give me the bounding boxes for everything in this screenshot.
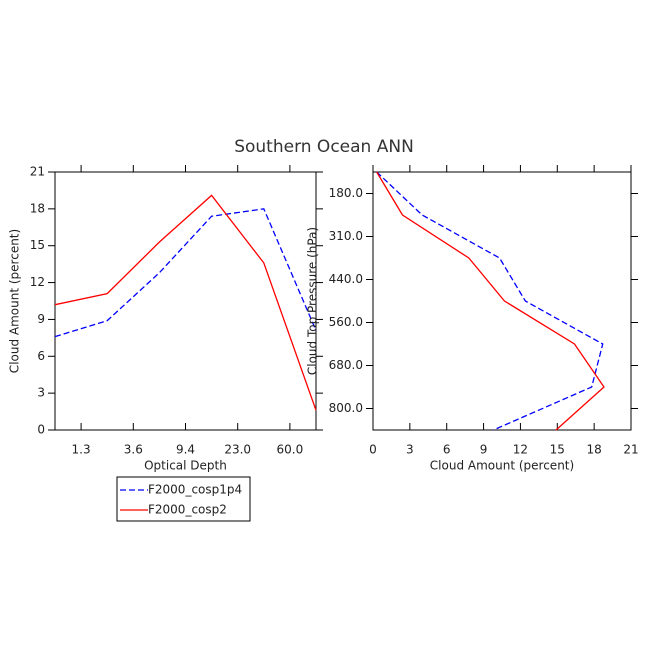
x-tick-label: 6	[443, 443, 451, 457]
figure-title: Southern Ocean ANN	[234, 137, 414, 157]
x-tick-label: 21	[623, 443, 638, 457]
y-tick-label: 15	[30, 238, 45, 252]
legend-label: F2000_cosp2	[148, 503, 227, 517]
y-tick-label: 680.0	[329, 358, 363, 372]
series-line	[54, 194, 317, 411]
x-tick-label: 9	[480, 443, 488, 457]
y-axis-label: Cloud Amount (percent)	[8, 229, 22, 373]
y-tick-label: 800.0	[329, 401, 363, 415]
y-tick-label: 560.0	[329, 315, 363, 329]
plot-frame	[372, 171, 632, 431]
x-tick-label: 12	[513, 443, 528, 457]
series-line	[376, 171, 604, 431]
x-tick-label: 3	[406, 443, 414, 457]
y-tick-label: 12	[30, 275, 45, 289]
x-tick-label: 60.0	[277, 443, 304, 457]
x-tick-label: 15	[550, 443, 565, 457]
x-tick-label: 18	[587, 443, 602, 457]
y-tick-label: 21	[30, 165, 45, 179]
x-tick-label: 9.4	[176, 443, 195, 457]
y-tick-label: 310.0	[329, 229, 363, 243]
legend-label: F2000_cosp1p4	[148, 483, 242, 497]
y-tick-label: 6	[37, 349, 45, 363]
x-axis-label: Optical Depth	[144, 459, 227, 473]
y-tick-label: 18	[30, 201, 45, 215]
x-tick-label: 1.3	[72, 443, 91, 457]
y-tick-label: 0	[37, 423, 45, 437]
y-tick-label: 3	[37, 386, 45, 400]
x-axis-label: Cloud Amount (percent)	[430, 459, 574, 473]
series-line	[376, 171, 605, 431]
x-tick-label: 23.0	[224, 443, 251, 457]
x-tick-label: 0	[369, 443, 377, 457]
x-tick-label: 3.6	[124, 443, 143, 457]
y-tick-label: 180.0	[329, 186, 363, 200]
series-line	[54, 208, 317, 338]
y-tick-label: 9	[37, 312, 45, 326]
y-axis-label: Cloud Top Pressure (hPa)	[306, 227, 320, 375]
y-tick-label: 440.0	[329, 272, 363, 286]
legend-box	[116, 476, 251, 522]
